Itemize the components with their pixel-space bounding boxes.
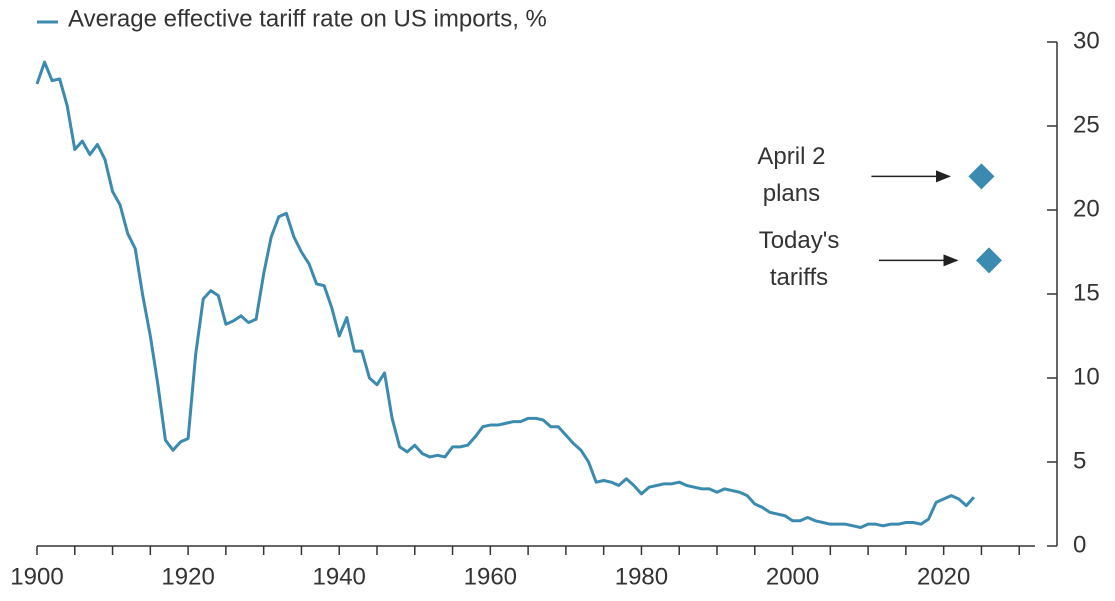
annotation-label: Today's: [759, 227, 840, 254]
line-series: [35, 60, 976, 530]
x-tick-label: 2000: [766, 563, 819, 590]
x-tick-label: 1900: [10, 563, 63, 590]
annotation-label: tariffs: [770, 264, 828, 291]
legend-label: Average effective tariff rate on US impo…: [68, 5, 547, 32]
x-tick-label: 1980: [615, 563, 668, 590]
y-tick-label: 30: [1073, 27, 1100, 54]
diamond-marker: [968, 163, 995, 190]
diamond-marker: [976, 247, 1002, 274]
y-tick-label: 10: [1073, 363, 1100, 390]
y-tick-label: 20: [1073, 195, 1100, 222]
annotation-label: plans: [763, 180, 820, 207]
annotation-label: April 2: [757, 143, 825, 170]
y-tick-label: 5: [1073, 447, 1086, 474]
y-tick-label: 15: [1073, 279, 1100, 306]
x-tick-label: 2020: [917, 563, 970, 590]
x-tick-label: 1940: [313, 563, 366, 590]
x-tick-label: 1960: [464, 563, 517, 590]
x-tick-label: 1920: [161, 563, 214, 590]
y-tick-label: 25: [1073, 111, 1100, 138]
y-tick-label: 0: [1073, 531, 1086, 558]
